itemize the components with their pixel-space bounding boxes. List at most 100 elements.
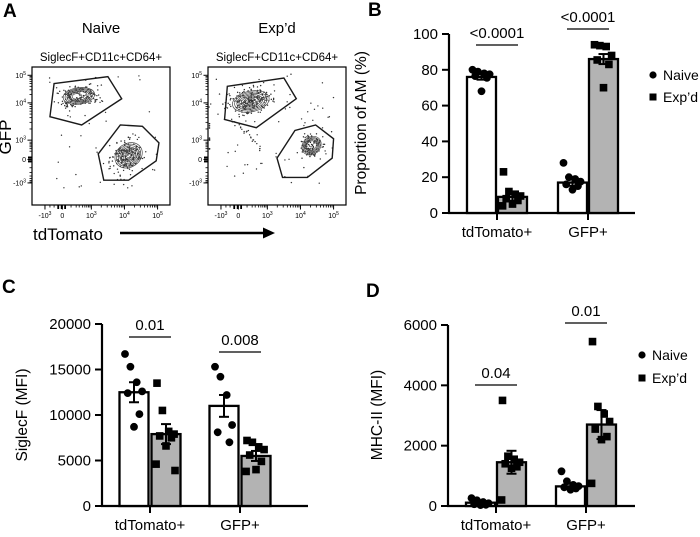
category-label: GFP+ [566, 517, 606, 534]
bar-Naive-tdTomato+ [118, 391, 150, 508]
bar-Naive-GFP+ [208, 404, 240, 508]
panel-label-d: D [366, 281, 380, 302]
data-point-circle [121, 350, 129, 358]
density-contour [306, 140, 317, 151]
data-point-circle [138, 387, 147, 396]
data-point-square [605, 417, 614, 426]
category-label: GFP+ [568, 224, 608, 241]
data-point-square [243, 436, 251, 445]
data-point-square [605, 60, 613, 69]
panel-d-bar-chart: 0 2000 4000 6000 MHC-II (MFI) tdTomato+ GFP+ 0.… [369, 303, 688, 534]
y-tick-label: 100 [413, 26, 438, 43]
flow-tick-label: 0 [198, 157, 202, 164]
data-point-square [590, 40, 599, 49]
flow-tick-label: 0 [60, 213, 64, 220]
flow-tick-label: -103 [39, 211, 52, 220]
data-point-square [242, 467, 250, 476]
density-contour [124, 151, 133, 160]
flow-tick-label: 0 [22, 157, 26, 164]
data-point-circle [557, 467, 566, 476]
data-point-square [607, 51, 616, 60]
legend-label: Exp’d [652, 370, 687, 386]
data-point-circle [123, 389, 132, 398]
data-point-circle [562, 180, 571, 189]
flow-plot-title: Naive [82, 20, 120, 37]
panel-a-flow-plots: Naive SiglecF+CD11c+CD64+ 105 104 103 0 -103 -1… [0, 20, 347, 244]
data-point-square [501, 459, 509, 468]
data-point-circle [566, 485, 575, 494]
density-contour [70, 91, 88, 101]
data-point-square [167, 433, 176, 442]
flow-gating-subtitle: SiglecF+CD11c+CD64+ [40, 52, 162, 64]
data-point-circle [568, 185, 577, 194]
data-point-square [162, 442, 170, 450]
y-tick-label: 0 [429, 498, 437, 515]
data-point-circle [132, 378, 141, 387]
flow-x-axis-label: tdTomato [33, 225, 103, 244]
density-contour [301, 135, 322, 156]
data-point-square [502, 194, 510, 203]
category-label: GFP+ [220, 517, 260, 534]
density-contour [62, 87, 96, 105]
legend-square-icon [638, 374, 646, 382]
data-point-circle [476, 501, 485, 509]
data-point-circle [216, 372, 225, 381]
data-point-circle [560, 483, 569, 492]
panel-label-a: A [3, 1, 17, 22]
flow-gate [276, 124, 335, 179]
panel-b-bar-chart: 0 20 40 60 80 100 Proportion of AM (%) tdTomato… [353, 9, 699, 241]
data-point-square [152, 460, 160, 468]
data-point-square [171, 466, 179, 475]
data-point-square [260, 445, 268, 454]
bar-Exp’d-GFP+ [587, 57, 620, 215]
flow-tick-label: 103 [86, 211, 97, 220]
data-point-square [515, 458, 524, 467]
density-contour [247, 99, 255, 104]
panel-label-c: C [2, 277, 16, 298]
data-point-circle [222, 391, 231, 399]
data-point-square [513, 462, 521, 471]
flow-gate [223, 77, 298, 129]
density-contour [66, 89, 92, 103]
density-contour [119, 146, 138, 164]
data-point-square [155, 432, 164, 440]
density-contour [122, 149, 135, 161]
data-point-circle [130, 422, 138, 431]
data-point-circle [135, 410, 144, 418]
flow-tick-label: 104 [15, 98, 26, 107]
y-tick-label: 2000 [404, 438, 437, 455]
data-point-square [599, 83, 608, 92]
panel-c-bar-chart: 0 5000 10000 15000 20000 SiglecF (MFI) tdTomat… [14, 316, 308, 534]
density-contour [243, 96, 259, 107]
density-contour [68, 90, 90, 102]
data-point-circle [213, 428, 222, 437]
flow-tick-label: 104 [191, 98, 202, 107]
data-point-square [602, 42, 610, 51]
flow-gating-subtitle: SiglecF+CD11c+CD64+ [216, 52, 338, 64]
data-point-square [164, 427, 173, 436]
data-point-circle [225, 438, 234, 447]
data-point-square [603, 432, 611, 441]
data-point-square [158, 406, 167, 415]
data-point-square [245, 451, 254, 459]
flow-tick-label: 104 [119, 211, 130, 220]
flow-tick-label: -103 [215, 211, 228, 220]
flow-gate [49, 75, 123, 126]
legend-label: Naive [652, 347, 688, 363]
panel-label-b: B [368, 0, 382, 21]
density-contour [238, 94, 263, 109]
legend-label: Exp’d [663, 89, 698, 105]
y-tick-label: 4000 [404, 377, 437, 394]
data-point-square [587, 479, 596, 488]
data-point-circle [471, 72, 480, 80]
p-value-label: <0.0001 [561, 9, 616, 26]
y-tick-label: 20000 [49, 316, 91, 333]
density-contour [71, 93, 83, 100]
y-tick-label: 0 [430, 205, 438, 222]
data-point-square [505, 187, 513, 196]
data-point-circle [477, 87, 486, 96]
y-axis-label: MHC-II (MFI) [369, 370, 386, 460]
density-contour [234, 91, 268, 112]
y-tick-label: 60 [421, 98, 438, 115]
category-label: tdTomato+ [115, 517, 186, 534]
